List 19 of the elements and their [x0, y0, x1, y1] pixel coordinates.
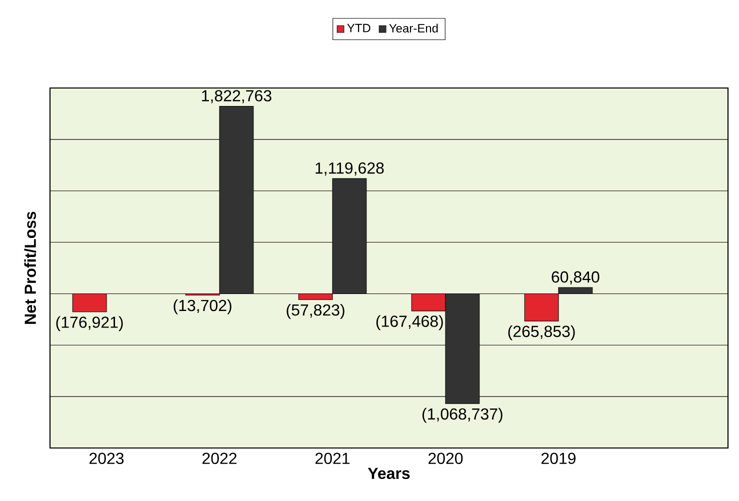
legend-label: Year-End	[389, 24, 438, 33]
data-label: (13,702)	[174, 299, 232, 314]
x-tick-label: 2019	[541, 452, 576, 464]
bar	[72, 293, 107, 312]
x-tick-label: 2020	[428, 452, 463, 464]
x-tick-label: 2023	[90, 452, 124, 464]
data-label: (176,921)	[56, 316, 123, 332]
data-label: 1,119,628	[316, 162, 384, 176]
x-axis-title: Years	[368, 468, 410, 480]
data-label: 1,822,763	[202, 90, 272, 104]
data-label: (57,823)	[286, 304, 344, 319]
x-tick-label: 2022	[202, 452, 236, 464]
x-tick-label: 2021	[315, 452, 350, 464]
y-axis-title: Net Profit/Loss	[24, 212, 36, 324]
legend-label: YTD	[347, 24, 370, 32]
data-label: (265,853)	[508, 325, 575, 340]
data-label: (1,068,737)	[422, 408, 502, 423]
data-label: (167,468)	[376, 315, 443, 330]
data-label: 60,840	[552, 271, 600, 285]
